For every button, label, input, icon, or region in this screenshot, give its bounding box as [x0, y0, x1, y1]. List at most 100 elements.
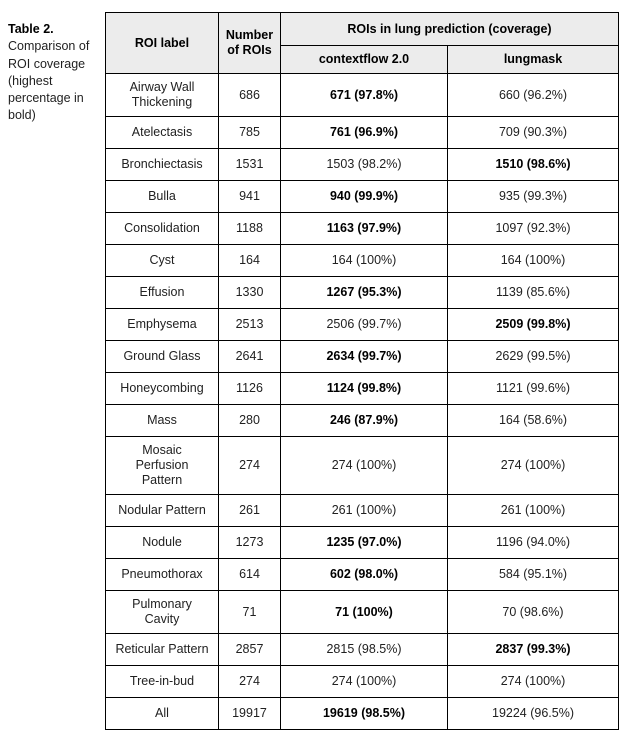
contextflow-cell: 2506 (99.7%) [280, 308, 448, 341]
header-contextflow: contextflow 2.0 [280, 45, 448, 74]
lungmask-cell: 1139 (85.6%) [446, 276, 620, 309]
lungmask-cell: 1510 (98.6%) [446, 148, 620, 181]
table-row: Ground Glass 2641 2634 (99.7%) 2629 (99.5%) [105, 340, 620, 373]
num-rois-cell: 2513 [218, 308, 281, 341]
roi-label-cell: Bronchiectasis [105, 148, 219, 181]
lungmask-cell: 70 (98.6%) [446, 590, 620, 634]
num-rois-cell: 614 [218, 558, 281, 591]
roi-coverage-table: ROI label Number of ROIs ROIs in lung pr… [105, 12, 620, 730]
roi-label-cell: Mass [105, 404, 219, 437]
roi-label-cell: Ground Glass [105, 340, 219, 373]
contextflow-cell: 761 (96.9%) [280, 116, 448, 149]
lungmask-cell: 19224 (96.5%) [446, 697, 620, 730]
header-row-sub: contextflow 2.0 lungmask [106, 45, 620, 74]
contextflow-cell: 1163 (97.9%) [280, 212, 448, 245]
contextflow-cell: 1124 (99.8%) [280, 372, 448, 405]
contextflow-cell: 164 (100%) [280, 244, 448, 277]
contextflow-cell: 1503 (98.2%) [280, 148, 448, 181]
table-caption: Table 2. Comparison of ROI coverage (hig… [8, 12, 100, 125]
table-row: Reticular Pattern 2857 2815 (98.5%) 2837 (9… [105, 633, 620, 666]
lungmask-cell: 1097 (92.3%) [446, 212, 620, 245]
contextflow-cell: 261 (100%) [280, 494, 448, 527]
table-row: Atelectasis 785 761 (96.9%) 709 (90.3%) [105, 116, 620, 149]
lungmask-cell: 660 (96.2%) [446, 73, 620, 117]
table-row: Airway Wall Thickening 686 671 (97.8%) 660 … [105, 73, 620, 117]
roi-label-cell: Atelectasis [105, 116, 219, 149]
lungmask-cell: 935 (99.3%) [446, 180, 620, 213]
roi-label-cell: Consolidation [105, 212, 219, 245]
roi-label-cell: Pneumothorax [105, 558, 219, 591]
lungmask-cell: 1196 (94.0%) [446, 526, 620, 559]
caption-text: Comparison of ROI coverage (highest perc… [8, 39, 90, 123]
lungmask-cell: 261 (100%) [446, 494, 620, 527]
table-row: Mosaic Perfusion Pattern 274 274 (100%) 274… [105, 436, 620, 495]
lungmask-cell: 164 (58.6%) [446, 404, 620, 437]
lungmask-cell: 2509 (99.8%) [446, 308, 620, 341]
lungmask-cell: 1121 (99.6%) [446, 372, 620, 405]
table-body: Airway Wall Thickening 686 671 (97.8%) 660 … [105, 73, 620, 730]
table-row: Honeycombing 1126 1124 (99.8%) 1121 (99.6%) [105, 372, 620, 405]
contextflow-cell: 246 (87.9%) [280, 404, 448, 437]
contextflow-cell: 274 (100%) [280, 665, 448, 698]
table-row: Emphysema 2513 2506 (99.7%) 2509 (99.8%) [105, 308, 620, 341]
num-rois-cell: 71 [218, 590, 281, 634]
table-row: Mass 280 246 (87.9%) 164 (58.6%) [105, 404, 620, 437]
lungmask-cell: 2629 (99.5%) [446, 340, 620, 373]
header-rois-in-lung-prediction: ROIs in lung prediction (coverage) [279, 12, 620, 46]
roi-label-cell: Cyst [105, 244, 219, 277]
table-row: Consolidation 1188 1163 (97.9%) 1097 (92.3%… [105, 212, 620, 245]
num-rois-cell: 1273 [218, 526, 281, 559]
lungmask-cell: 164 (100%) [446, 244, 620, 277]
roi-label-cell: Pulmonary Cavity [105, 590, 219, 634]
lungmask-cell: 2837 (99.3%) [446, 633, 620, 666]
roi-label-cell: Airway Wall Thickening [105, 73, 219, 117]
table-row: Nodule 1273 1235 (97.0%) 1196 (94.0%) [105, 526, 620, 559]
num-rois-cell: 274 [218, 436, 281, 495]
num-rois-cell: 1330 [218, 276, 281, 309]
roi-label-cell: Emphysema [105, 308, 219, 341]
contextflow-cell: 2634 (99.7%) [280, 340, 448, 373]
num-rois-cell: 19917 [218, 697, 281, 730]
contextflow-cell: 2815 (98.5%) [280, 633, 448, 666]
num-rois-cell: 2641 [218, 340, 281, 373]
lungmask-cell: 584 (95.1%) [446, 558, 620, 591]
lungmask-cell: 274 (100%) [446, 665, 620, 698]
num-rois-cell: 2857 [218, 633, 281, 666]
header-row-top: ROI label Number of ROIs ROIs in lung pr… [105, 12, 620, 74]
table-row: Nodular Pattern 261 261 (100%) 261 (100%) [105, 494, 620, 527]
num-rois-cell: 1126 [218, 372, 281, 405]
num-rois-cell: 164 [218, 244, 281, 277]
table-row: Pneumothorax 614 602 (98.0%) 584 (95.1%) [105, 558, 620, 591]
roi-label-cell: Tree-in-bud [105, 665, 219, 698]
roi-label-cell: Bulla [105, 180, 219, 213]
lungmask-cell: 709 (90.3%) [446, 116, 620, 149]
num-rois-cell: 261 [218, 494, 281, 527]
num-rois-cell: 1188 [218, 212, 281, 245]
roi-label-cell: Mosaic Perfusion Pattern [105, 436, 219, 495]
contextflow-cell: 940 (99.9%) [280, 180, 448, 213]
header-number-of-rois: Number of ROIs [218, 12, 281, 74]
contextflow-cell: 1267 (95.3%) [280, 276, 448, 309]
table-header: ROI label Number of ROIs ROIs in lung pr… [105, 12, 620, 74]
contextflow-cell: 274 (100%) [280, 436, 448, 495]
num-rois-cell: 785 [218, 116, 281, 149]
caption-title: Table 2. [8, 22, 54, 36]
roi-label-cell: Reticular Pattern [105, 633, 219, 666]
roi-label-cell: Honeycombing [105, 372, 219, 405]
num-rois-cell: 941 [218, 180, 281, 213]
roi-label-cell: Nodular Pattern [105, 494, 219, 527]
table-row: Bronchiectasis 1531 1503 (98.2%) 1510 (98.6… [105, 148, 620, 181]
table-row: Tree-in-bud 274 274 (100%) 274 (100%) [105, 665, 620, 698]
table-row: All 19917 19619 (98.5%) 19224 (96.5%) [105, 697, 620, 730]
num-rois-cell: 686 [218, 73, 281, 117]
num-rois-cell: 1531 [218, 148, 281, 181]
table-row: Bulla 941 940 (99.9%) 935 (99.3%) [105, 180, 620, 213]
header-roi-label: ROI label [105, 12, 219, 74]
table-row: Cyst 164 164 (100%) 164 (100%) [105, 244, 620, 277]
contextflow-cell: 1235 (97.0%) [280, 526, 448, 559]
header-lungmask: lungmask [446, 45, 620, 74]
num-rois-cell: 274 [218, 665, 281, 698]
roi-label-cell: Effusion [105, 276, 219, 309]
contextflow-cell: 19619 (98.5%) [280, 697, 448, 730]
